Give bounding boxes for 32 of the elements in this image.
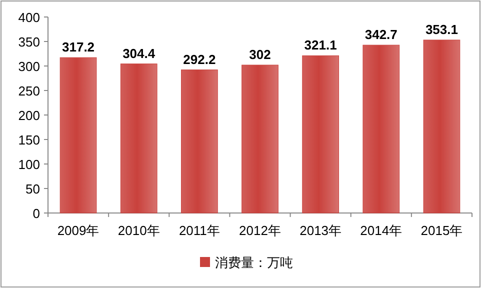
data-label: 302: [249, 47, 271, 62]
data-label: 342.7: [364, 27, 398, 42]
x-tick-label: 2013年: [300, 223, 342, 238]
x-tick-label: 2015年: [420, 223, 463, 238]
bar: [302, 55, 339, 214]
y-tick-label: 200: [18, 108, 40, 123]
y-tick-label: 50: [26, 182, 40, 196]
x-tick-label: 2011年: [178, 223, 220, 238]
y-tick-label: 300: [18, 59, 40, 74]
data-label: 304.4: [122, 46, 156, 61]
y-tick-label: 400: [18, 10, 40, 25]
y-tick-label: 250: [18, 84, 40, 98]
bar: [362, 44, 400, 214]
x-tick-label: 2009年: [57, 223, 100, 238]
bar: [423, 40, 460, 214]
data-label: 321.1: [304, 38, 337, 53]
y-tick-label: 150: [18, 132, 40, 148]
y-tick-label: 0: [32, 206, 40, 221]
bar: [120, 64, 158, 214]
y-tick-label: 350: [18, 34, 40, 50]
data-label: 292.2: [183, 52, 216, 67]
data-label: 317.2: [62, 40, 95, 55]
legend-label: 消费量：万吨: [215, 255, 293, 270]
x-tick-label: 2010年: [118, 223, 160, 238]
x-tick-label: 2014年: [360, 223, 402, 238]
legend: 消费量：万吨: [200, 255, 293, 270]
bar: [181, 70, 218, 214]
bar: [242, 64, 278, 214]
y-tick-label: 100: [18, 157, 40, 172]
bar: [60, 57, 97, 214]
x-tick-label: 2012年: [239, 223, 281, 238]
data-label: 353.1: [425, 22, 458, 37]
